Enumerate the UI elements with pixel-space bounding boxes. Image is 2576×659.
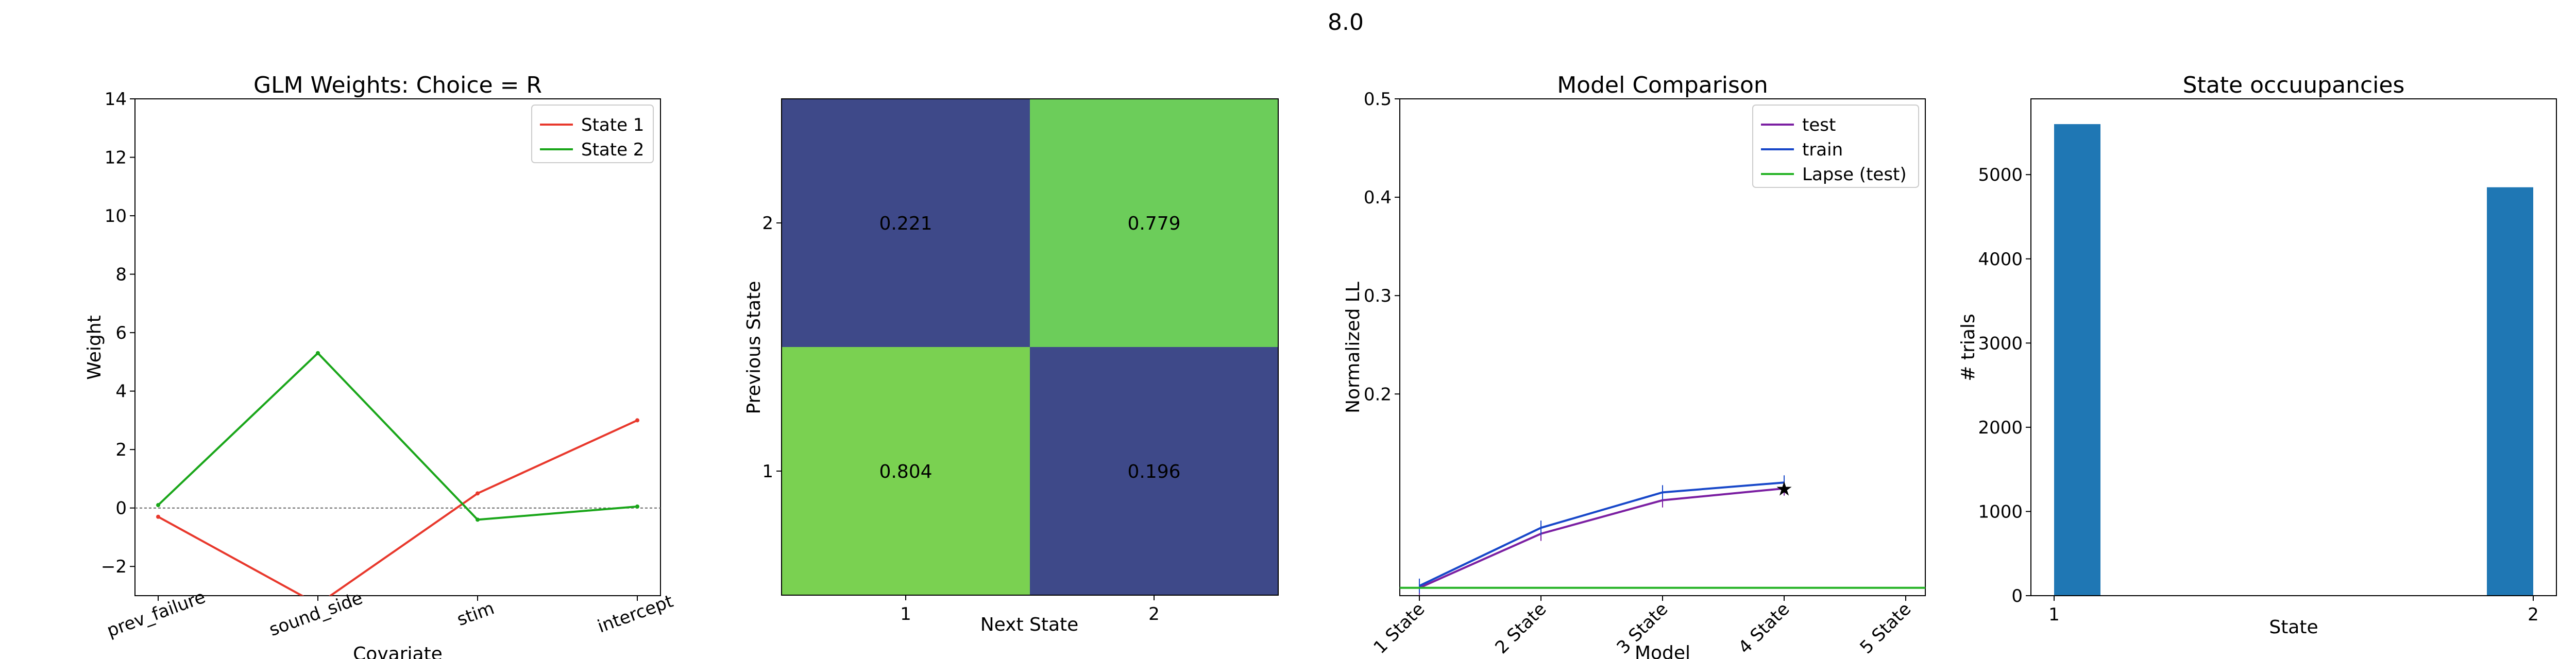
glm-series-line-1: [158, 419, 638, 596]
glm-series-point: [476, 491, 480, 496]
occupancy-ytick-label: 5000: [1978, 165, 2023, 185]
transition-cell-value: 0.196: [1127, 461, 1180, 482]
glm-ytick-label: 8: [115, 265, 127, 285]
glm-ytick-label: 12: [105, 148, 127, 168]
glm-xtick-label: intercept: [595, 591, 676, 637]
transition-xlabel: Next State: [980, 614, 1079, 635]
transition-xtick-label: 1: [900, 604, 911, 625]
occupancy-ytick-label: 2000: [1978, 418, 2023, 438]
model-ytick-label: 0.3: [1364, 286, 1392, 306]
glm-xlabel: Covariate: [353, 644, 443, 659]
model-legend-label: test: [1802, 115, 1836, 135]
model-ytick-label: 0.5: [1364, 89, 1392, 110]
model-ylabel: Normalized LL: [1343, 282, 1364, 413]
transition-cell: [1030, 347, 1278, 595]
glm-series-point: [476, 517, 480, 522]
model-xtick-label: 5 State: [1856, 599, 1916, 658]
model-ytick-label: 0.4: [1364, 187, 1392, 208]
model-legend-label: Lapse (test): [1802, 164, 1907, 185]
occupancy-ytick-label: 4000: [1978, 249, 2023, 270]
model-xtick-label: 1 State: [1370, 599, 1429, 658]
model-legend-box: [1752, 105, 1919, 188]
model-xtick-label: 4 State: [1735, 599, 1794, 658]
transition-ylabel: Previous State: [743, 281, 765, 414]
model-xtick-label: 2 State: [1492, 599, 1551, 658]
model-title: Model Comparison: [1557, 72, 1768, 98]
figure-suptitle: 8.0: [1328, 9, 1364, 36]
transition-cell-value: 0.804: [879, 461, 932, 482]
glm-legend-label: State 1: [581, 115, 644, 135]
model-comparison-panel: Model Comparison Model Normalized LL 0.2…: [1343, 72, 1926, 659]
occupancy-ytick-label: 1000: [1978, 501, 2023, 522]
glm-series-point: [156, 503, 160, 508]
transition-cell-value: 0.779: [1127, 213, 1180, 234]
transition-cell: [782, 347, 1030, 595]
glm-ytick-label: 14: [105, 89, 127, 110]
model-xlabel: Model: [1635, 643, 1690, 659]
model-best-star-icon: ★: [1775, 478, 1793, 500]
occupancy-title: State occuupancies: [2183, 72, 2405, 98]
occupancy-xtick-label: 2: [2528, 604, 2539, 625]
model-series-line-test: [1419, 487, 1785, 589]
glm-xtick-label: prev_failure: [104, 587, 208, 641]
occupancy-ytick-label: 3000: [1978, 333, 2023, 354]
glm-ytick-label: 0: [115, 498, 127, 519]
model-series-line-train: [1419, 481, 1785, 587]
glm-ytick-label: −2: [101, 557, 127, 577]
glm-series-point: [156, 514, 160, 519]
occupancy-xlabel: State: [2269, 617, 2318, 638]
glm-series-line-2: [157, 352, 638, 521]
transition-cell-value: 0.221: [879, 213, 932, 234]
glm-ytick-label: 4: [115, 381, 127, 402]
state-occupancy-panel: State occuupancies State # trials 0 1000 2…: [1958, 72, 2557, 638]
occupancy-bar: [2487, 187, 2533, 596]
transition-ytick-label: 1: [762, 461, 773, 482]
glm-ytick-label: 2: [115, 440, 127, 460]
occupancy-ylabel: # trials: [1958, 314, 1979, 381]
glm-axes-frame: [134, 98, 661, 596]
glm-ytick-label: 6: [115, 323, 127, 343]
glm-series-point: [316, 351, 320, 355]
transition-cell: [782, 99, 1030, 347]
transition-ytick-label: 2: [762, 213, 773, 234]
glm-series-point: [635, 504, 639, 509]
glm-series-point: [635, 418, 639, 423]
transition-xtick-label: 2: [1148, 604, 1160, 625]
occupancy-bar: [2054, 124, 2100, 596]
model-ytick-label: 0.2: [1364, 384, 1392, 405]
model-legend-label: train: [1802, 140, 1843, 160]
occupancy-xtick-label: 1: [2048, 604, 2060, 625]
transition-cell: [1030, 99, 1278, 347]
glm-weights-panel: GLM Weights: Choice = R Covariate Weight…: [84, 72, 676, 659]
glm-legend-label: State 2: [581, 140, 644, 160]
glm-title: GLM Weights: Choice = R: [253, 72, 542, 98]
occupancy-ytick-label: 0: [2011, 586, 2023, 606]
transition-matrix-panel: Next State Previous State 0.221 0.779 2 0.8…: [743, 98, 1279, 635]
glm-series-group: [156, 351, 639, 596]
glm-ylabel: Weight: [84, 315, 105, 379]
glm-ytick-label: 10: [105, 206, 127, 227]
occupancy-axes-frame: [2030, 98, 2557, 596]
glm-xtick-label: stim: [454, 598, 497, 630]
transition-axes-frame: [781, 98, 1279, 596]
